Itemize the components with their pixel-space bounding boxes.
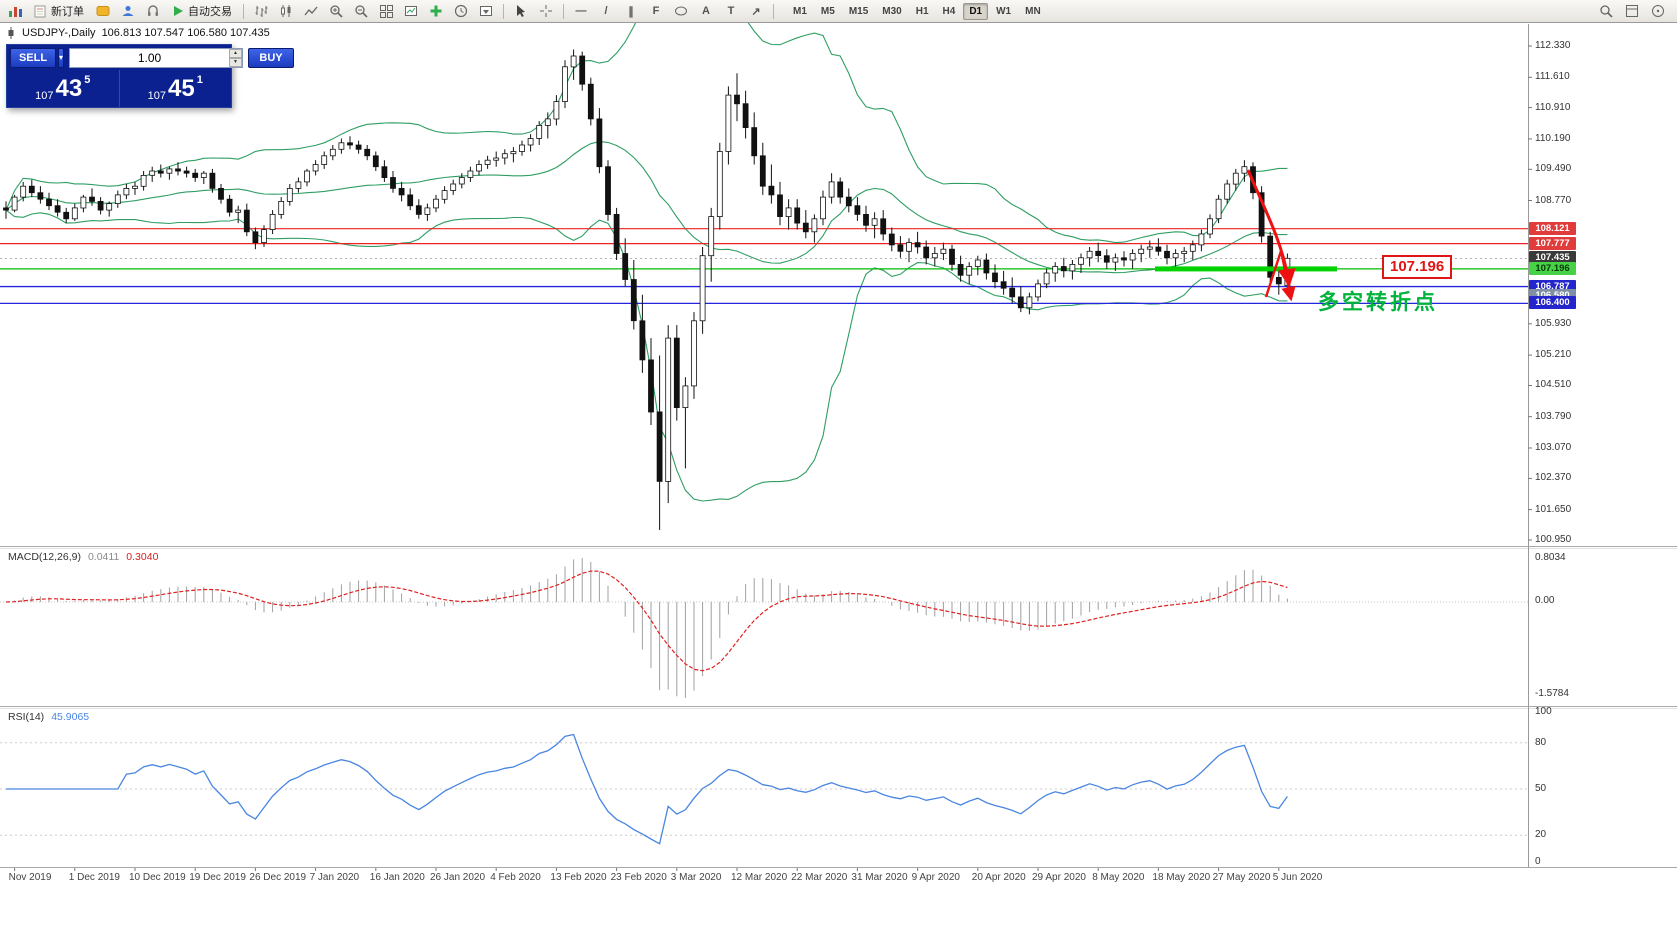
new-order-icon	[34, 5, 46, 17]
label-icon[interactable]: T	[727, 5, 735, 17]
sell-button[interactable]: SELL	[10, 47, 56, 68]
sell-price-whole: 107	[35, 90, 54, 102]
new-chart-icon[interactable]	[399, 0, 423, 22]
crosshair-icon[interactable]	[534, 0, 558, 22]
new-order-button[interactable]: 新订单	[28, 0, 90, 22]
timeframe-m15-button[interactable]: M15	[848, 5, 869, 17]
indicators-add-icon[interactable]	[424, 0, 448, 22]
timeframe-m1-button[interactable]: M1	[793, 5, 807, 17]
trendline-icon[interactable]: /	[604, 5, 608, 17]
timeframe-h1-button[interactable]: H1	[915, 5, 929, 17]
sell-price-point: 5	[84, 74, 91, 86]
buy-price-pips: 45	[168, 74, 195, 102]
symbol-icon	[8, 27, 14, 39]
one-click-trading-panel: SELL ▾ ▲ ▼ BUY 107 43 5 107 45 1	[6, 44, 295, 108]
timeframe-toolbar: M1 M5 M15 M30 H1 H4 D1 W1 MN	[787, 2, 1047, 20]
candlestick-mode-icon[interactable]	[274, 0, 298, 22]
horizontal-line-icon[interactable]: —	[575, 5, 587, 17]
macd-name: MACD(12,26,9)	[8, 551, 81, 563]
macd-main-value: 0.0411	[87, 551, 120, 563]
search-icon[interactable]	[1594, 0, 1618, 22]
rsi-name: RSI(14)	[8, 711, 45, 723]
chart-title: USDJPY-,Daily 106.813 107.547 106.580 10…	[6, 27, 270, 39]
help-icon[interactable]	[1646, 0, 1670, 22]
rsi-indicator-label: RSI(14) 45.9065	[8, 711, 89, 723]
timeframe-d1-button[interactable]: D1	[963, 2, 989, 20]
timeframe-m5-button[interactable]: M5	[820, 5, 835, 17]
support-headset-icon[interactable]	[141, 0, 165, 22]
zoom-out-icon[interactable]	[349, 0, 373, 22]
line-chart-mode-icon[interactable]	[299, 0, 323, 22]
arrows-icon[interactable]: ↗	[751, 5, 761, 18]
timeframe-mn-button[interactable]: MN	[1025, 5, 1041, 17]
rsi-value: 45.9065	[51, 711, 90, 723]
shapes-icon[interactable]	[669, 0, 693, 22]
new-order-label: 新订单	[51, 6, 84, 18]
tile-windows-icon[interactable]	[374, 0, 398, 22]
volume-increase-button[interactable]: ▲	[229, 48, 243, 58]
community-icon[interactable]	[91, 0, 115, 22]
channel-icon[interactable]: ∥	[628, 5, 634, 18]
layout-icon[interactable]	[1620, 0, 1644, 22]
cursor-icon[interactable]	[509, 0, 533, 22]
macd-signal-value: 0.3040	[126, 551, 159, 563]
text-icon[interactable]: A	[702, 5, 710, 17]
timeframe-h4-button[interactable]: H4	[942, 5, 956, 17]
periods-clock-icon[interactable]	[449, 0, 473, 22]
zoom-in-icon[interactable]	[324, 0, 348, 22]
timeframe-m30-button[interactable]: M30	[882, 5, 902, 17]
volume-decrease-button[interactable]: ▼	[229, 57, 243, 67]
symbol-period-label: USDJPY-,Daily	[22, 27, 96, 39]
autotrading-play-icon	[174, 6, 183, 16]
bar-chart-mode-icon[interactable]	[249, 0, 273, 22]
order-options-dropdown[interactable]: ▾	[58, 47, 65, 68]
terminal-chart-icon[interactable]	[3, 0, 27, 22]
volume-input[interactable]	[70, 48, 230, 67]
macd-indicator-label: MACD(12,26,9) 0.0411 0.3040	[8, 551, 158, 563]
sell-price-display[interactable]: 107 43 5	[7, 70, 120, 107]
timeframe-w1-button[interactable]: W1	[996, 5, 1012, 17]
sell-price-pips: 43	[55, 74, 83, 102]
buy-price-display[interactable]: 107 45 1	[120, 70, 232, 107]
toolbar-right-group	[1594, 0, 1674, 22]
buy-price-whole: 107	[147, 90, 167, 102]
autotrading-label: 自动交易	[188, 6, 232, 18]
buy-price-point: 1	[196, 74, 203, 86]
user-profile-icon[interactable]	[116, 0, 140, 22]
volume-field: ▲ ▼	[69, 47, 244, 68]
autotrading-button[interactable]: 自动交易	[166, 0, 238, 22]
toolbar: 新订单 自动交易 — / ∥ F A T ↗ M1 M5 M15 M30 H1 H4 D1 W	[0, 0, 1677, 23]
volume-spinner: ▲ ▼	[229, 48, 243, 67]
turning-point-annotation[interactable]: 多空转折点	[1318, 291, 1438, 314]
ohlc-values: 106.813 107.547 106.580 107.435	[101, 27, 270, 39]
buy-button[interactable]: BUY	[248, 47, 295, 68]
support-price-label[interactable]: 107.196	[1382, 255, 1453, 279]
fibonacci-icon[interactable]: F	[652, 5, 660, 17]
templates-icon[interactable]	[474, 0, 498, 22]
